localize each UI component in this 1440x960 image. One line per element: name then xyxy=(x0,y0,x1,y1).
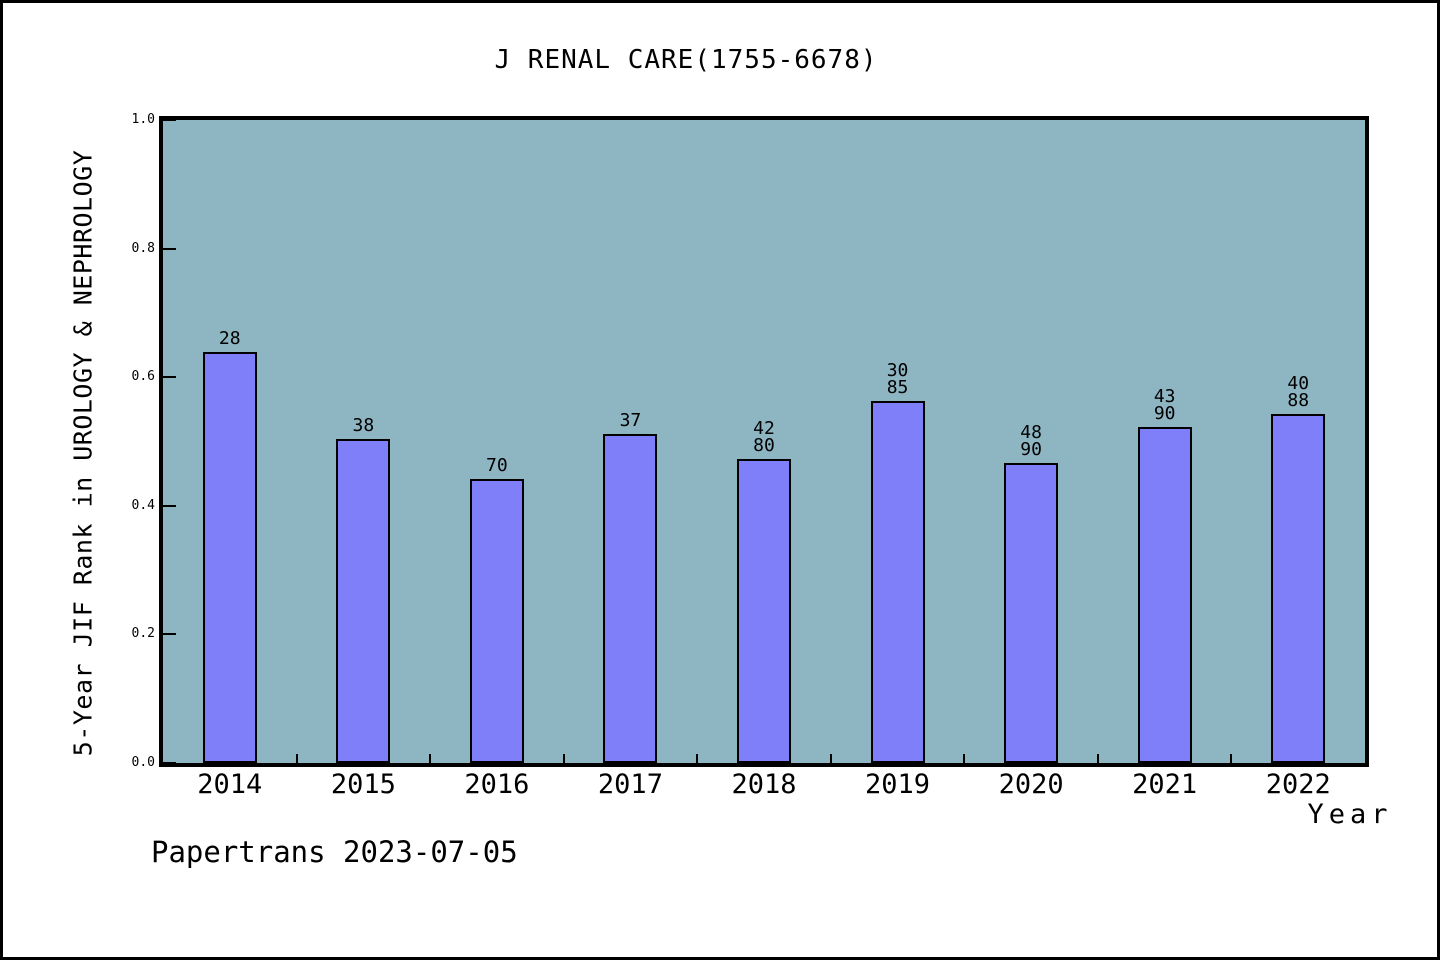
y-tick-label: 0.8 xyxy=(131,240,155,256)
x-minor-tick xyxy=(562,754,565,763)
bar-value-label: 70 xyxy=(486,455,508,477)
y-tick-mark xyxy=(163,633,176,636)
x-minor-tick xyxy=(829,754,832,763)
bar xyxy=(1004,462,1059,763)
x-tick-label: 2019 xyxy=(865,769,931,800)
x-minor-tick xyxy=(963,754,966,763)
y-tick-mark xyxy=(163,247,176,250)
x-minor-tick xyxy=(1230,754,1233,763)
x-minor-tick xyxy=(429,754,432,763)
x-axis-label: Year xyxy=(1307,799,1393,830)
y-tick-mark xyxy=(163,119,176,121)
x-tick-label: 2022 xyxy=(1265,769,1331,800)
x-tick-label: 2018 xyxy=(731,769,797,800)
x-tick-label: 2016 xyxy=(464,769,530,800)
bar xyxy=(603,433,658,763)
bar xyxy=(1271,414,1326,763)
bar xyxy=(202,352,257,763)
bar xyxy=(870,400,925,763)
x-minor-tick xyxy=(696,754,699,763)
bar-value-label: 37 xyxy=(619,409,642,431)
bar-value-label: 43 90 xyxy=(1153,386,1176,425)
y-tick-label: 0.2 xyxy=(131,626,155,642)
x-tick-label: 2017 xyxy=(597,769,663,800)
x-tick-label: 2015 xyxy=(330,769,396,800)
bar-value-label: 40 88 xyxy=(1287,373,1310,412)
y-tick-label: 0.4 xyxy=(131,497,155,513)
y-tick-label: 0.0 xyxy=(131,755,155,770)
bar xyxy=(737,458,791,763)
y-tick-label: 0.6 xyxy=(131,369,155,385)
bar-value-label: 48 90 xyxy=(1020,421,1042,460)
x-minor-tick xyxy=(1096,754,1099,763)
bar xyxy=(1137,427,1192,763)
y-tick-mark xyxy=(163,504,176,507)
bar-value-label: 30 85 xyxy=(886,359,909,398)
bar-value-label: 42 80 xyxy=(753,417,775,456)
y-tick-mark xyxy=(163,762,176,764)
y-tick-label: 1.0 xyxy=(131,112,155,127)
x-tick-label: 2021 xyxy=(1132,769,1198,800)
y-tick-mark xyxy=(163,376,176,379)
bar-value-label: 38 xyxy=(352,414,375,436)
x-tick-label: 2020 xyxy=(998,769,1064,800)
bar-value-label: 28 xyxy=(218,328,241,350)
chart-title: J RENAL CARE(1755-6678) xyxy=(494,45,878,75)
x-tick-label: 2014 xyxy=(197,769,263,800)
watermark-text: Papertrans 2023-07-05 xyxy=(151,835,518,869)
bar xyxy=(336,438,391,763)
bar xyxy=(469,479,524,763)
x-minor-tick xyxy=(295,754,298,763)
plot-area: 28 38 70 37 42 80 30 85 48 90 43 90 40 88 xyxy=(159,116,1369,767)
